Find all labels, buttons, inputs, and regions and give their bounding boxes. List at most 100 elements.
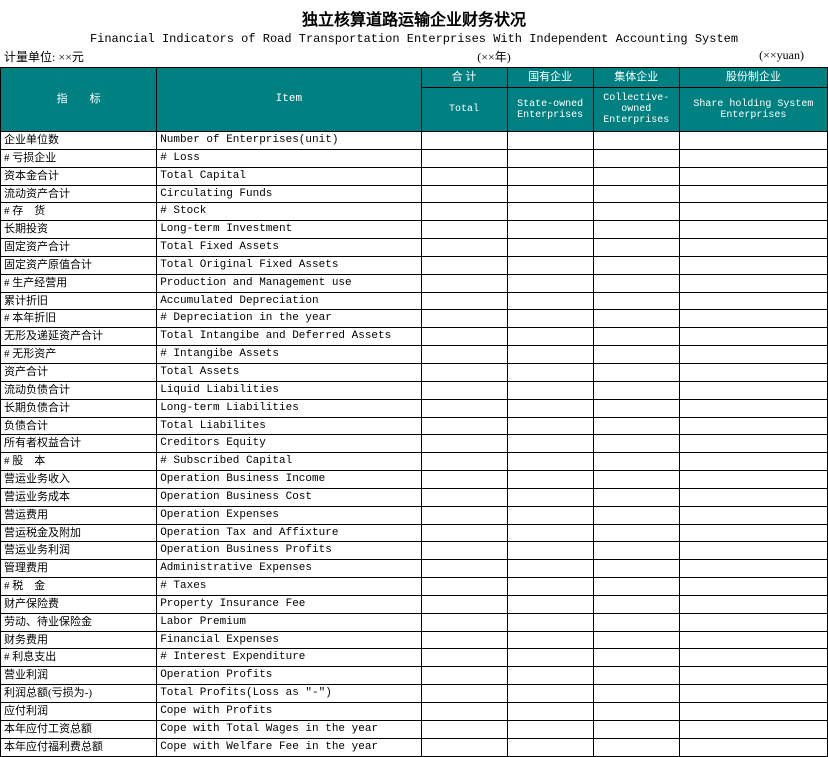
table-row: 无形及递延资产合计Total Intangibe and Deferred As… — [1, 328, 828, 346]
data-cell — [593, 417, 679, 435]
data-cell — [421, 560, 507, 578]
data-cell — [679, 185, 827, 203]
data-cell — [421, 310, 507, 328]
row-label-en: Cope with Profits — [157, 703, 421, 721]
row-label-zh: 财务费用 — [1, 631, 157, 649]
data-cell — [593, 506, 679, 524]
row-label-en: Administrative Expenses — [157, 560, 421, 578]
data-cell — [593, 488, 679, 506]
data-cell — [593, 524, 679, 542]
table-row: 资本金合计Total Capital — [1, 167, 828, 185]
data-cell — [421, 738, 507, 756]
data-cell — [507, 524, 593, 542]
data-cell — [679, 203, 827, 221]
row-label-en: Operation Expenses — [157, 506, 421, 524]
data-cell — [421, 488, 507, 506]
data-cell — [507, 506, 593, 524]
row-label-zh: 固定资产合计 — [1, 239, 157, 257]
data-cell — [421, 346, 507, 364]
data-cell — [679, 649, 827, 667]
row-label-en: Long-term Liabilities — [157, 399, 421, 417]
row-label-en: Total Intangibe and Deferred Assets — [157, 328, 421, 346]
table-row: 营运业务利润Operation Business Profits — [1, 542, 828, 560]
data-cell — [679, 239, 827, 257]
header-col-zh-2: 集体企业 — [593, 68, 679, 88]
data-cell — [679, 274, 827, 292]
data-cell — [507, 399, 593, 417]
unit-label-zh: 计量单位: ××元 — [4, 48, 324, 65]
row-label-zh: # 无形资产 — [1, 346, 157, 364]
data-cell — [593, 256, 679, 274]
data-cell — [679, 703, 827, 721]
data-cell — [421, 471, 507, 489]
header-indicator-zh: 指 标 — [1, 68, 157, 132]
row-label-en: Liquid Liabilities — [157, 381, 421, 399]
data-cell — [421, 239, 507, 257]
meta-row: 计量单位: ××元 (××年) (××yuan) — [0, 48, 828, 67]
row-label-zh: 本年应付福利费总额 — [1, 738, 157, 756]
row-label-en: Circulating Funds — [157, 185, 421, 203]
data-cell — [593, 595, 679, 613]
data-cell — [679, 363, 827, 381]
row-label-en: Labor Premium — [157, 613, 421, 631]
row-label-en: Operation Business Profits — [157, 542, 421, 560]
row-label-zh: 流动负债合计 — [1, 381, 157, 399]
row-label-en: Production and Management use — [157, 274, 421, 292]
table-row: 所有者权益合计Creditors Equity — [1, 435, 828, 453]
data-cell — [679, 631, 827, 649]
year-label: (××年) — [324, 48, 664, 65]
row-label-en: # Loss — [157, 149, 421, 167]
row-label-en: # Depreciation in the year — [157, 310, 421, 328]
data-cell — [679, 578, 827, 596]
data-cell — [593, 720, 679, 738]
data-cell — [421, 506, 507, 524]
data-cell — [507, 239, 593, 257]
data-cell — [679, 560, 827, 578]
table-row: 流动资产合计Circulating Funds — [1, 185, 828, 203]
data-cell — [593, 560, 679, 578]
data-cell — [679, 720, 827, 738]
row-label-en: # Taxes — [157, 578, 421, 596]
data-cell — [507, 167, 593, 185]
row-label-zh: # 本年折旧 — [1, 310, 157, 328]
table-row: 应付利润Cope with Profits — [1, 703, 828, 721]
row-label-en: # Subscribed Capital — [157, 453, 421, 471]
data-cell — [593, 221, 679, 239]
data-cell — [593, 631, 679, 649]
data-cell — [507, 203, 593, 221]
data-cell — [507, 542, 593, 560]
data-cell — [421, 185, 507, 203]
data-cell — [507, 381, 593, 399]
data-cell — [421, 453, 507, 471]
data-cell — [507, 346, 593, 364]
row-label-zh: 无形及递延资产合计 — [1, 328, 157, 346]
data-cell — [679, 346, 827, 364]
data-cell — [679, 471, 827, 489]
data-cell — [593, 167, 679, 185]
table-body: 企业单位数Number of Enterprises(unit)# 亏损企业 #… — [1, 132, 828, 757]
data-cell — [421, 132, 507, 150]
data-cell — [507, 132, 593, 150]
data-cell — [679, 328, 827, 346]
table-row: 本年应付福利费总额Cope with Welfare Fee in the ye… — [1, 738, 828, 756]
data-cell — [507, 310, 593, 328]
data-cell — [679, 221, 827, 239]
data-cell — [593, 185, 679, 203]
data-cell — [421, 613, 507, 631]
data-cell — [507, 649, 593, 667]
row-label-en: Operation Business Cost — [157, 488, 421, 506]
data-cell — [679, 417, 827, 435]
table-row: 负债合计Total Liabilites — [1, 417, 828, 435]
table-row: 管理费用Administrative Expenses — [1, 560, 828, 578]
header-col-zh-1: 国有企业 — [507, 68, 593, 88]
row-label-zh: 长期负债合计 — [1, 399, 157, 417]
data-cell — [507, 453, 593, 471]
data-cell — [679, 738, 827, 756]
data-cell — [593, 649, 679, 667]
table-row: # 本年折旧# Depreciation in the year — [1, 310, 828, 328]
data-cell — [679, 167, 827, 185]
row-label-zh: 本年应付工资总额 — [1, 720, 157, 738]
data-cell — [421, 595, 507, 613]
data-cell — [679, 506, 827, 524]
data-cell — [507, 488, 593, 506]
